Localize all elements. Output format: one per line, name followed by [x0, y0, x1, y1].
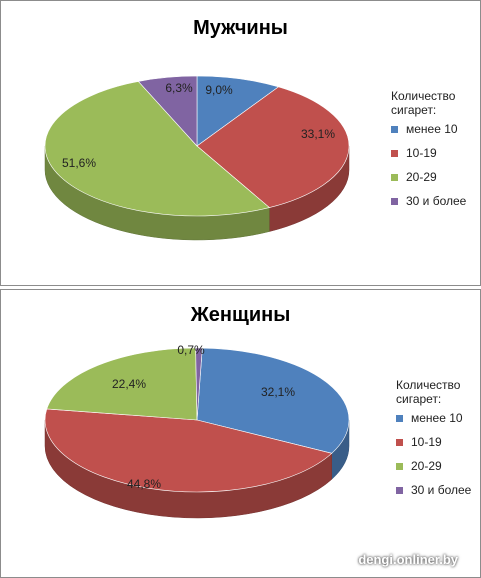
data-label-0-2: 51,6% — [62, 156, 96, 170]
legend-item-1-3: 30 и более — [396, 478, 481, 502]
legend-title-women: Количество сигарет: — [396, 378, 461, 406]
legend-swatch — [396, 438, 403, 446]
legend-men: Количество сигарет: менее 10 10-19 20-29 30… — [391, 89, 481, 213]
pie-chart-women: 32,1% 44,8% 22,4% 0,7% — [44, 343, 350, 519]
legend-item-0-1: 10-19 — [391, 141, 481, 165]
legend-swatch — [391, 149, 398, 157]
pie-slice-1-2 — [46, 347, 198, 421]
data-label-1-3: 0,7% — [177, 343, 205, 357]
legend-label: 30 и более — [411, 483, 472, 497]
legend-label: менее 10 — [411, 411, 463, 425]
pie-slice-1-1 — [44, 408, 333, 493]
pie-slice-1-3 — [195, 347, 203, 421]
legend-women: Количество сигарет: менее 10 10-19 20-29 30… — [396, 378, 481, 502]
legend-swatch — [396, 414, 403, 422]
legend-label: 30 и более — [406, 194, 467, 208]
legend-item-1-1: 10-19 — [396, 430, 481, 454]
legend-label: 10-19 — [411, 435, 442, 449]
legend-item-1-0: менее 10 — [396, 406, 481, 430]
legend-item-1-2: 20-29 — [396, 454, 481, 478]
watermark: dengi.onliner.by — [358, 552, 458, 567]
chart-title-women: Женщины — [190, 304, 291, 326]
legend-swatch — [396, 486, 403, 494]
legend-label: менее 10 — [406, 122, 458, 136]
pie-slice-0-2 — [44, 81, 271, 217]
chart-title-men: Мужчины — [193, 17, 288, 39]
data-label-0-3: 6,3% — [165, 81, 193, 95]
chart-panel-women: 32,1% 44,8% 22,4% 0,7% Женщины Количество с… — [0, 289, 481, 578]
data-label-0-0: 9,0% — [205, 83, 233, 97]
legend-swatch — [396, 462, 403, 470]
legend-item-0-2: 20-29 — [391, 165, 481, 189]
legend-swatch — [391, 197, 398, 205]
chart-panel-men: 9,0% 33,1% 51,6% 6,3% Мужчины Количество си… — [0, 0, 481, 286]
data-label-0-1: 33,1% — [301, 127, 335, 141]
legend-label: 20-29 — [411, 459, 442, 473]
pie-slice-0-1 — [196, 86, 350, 208]
pie-slice-0-0 — [196, 75, 280, 147]
legend-swatch — [391, 173, 398, 181]
legend-label: 10-19 — [406, 146, 437, 160]
legend-item-0-3: 30 и более — [391, 189, 481, 213]
legend-swatch — [391, 125, 398, 133]
data-label-1-0: 32,1% — [261, 385, 295, 399]
pie-slice-0-3 — [137, 75, 198, 147]
pie-slice-1-0 — [196, 347, 350, 454]
pie-chart-men: 9,0% 33,1% 51,6% 6,3% — [44, 75, 350, 241]
legend-item-0-0: менее 10 — [391, 117, 481, 141]
data-label-1-1: 44,8% — [127, 477, 161, 491]
legend-title-men: Количество сигарет: — [391, 89, 456, 117]
legend-label: 20-29 — [406, 170, 437, 184]
data-label-1-2: 22,4% — [112, 377, 146, 391]
